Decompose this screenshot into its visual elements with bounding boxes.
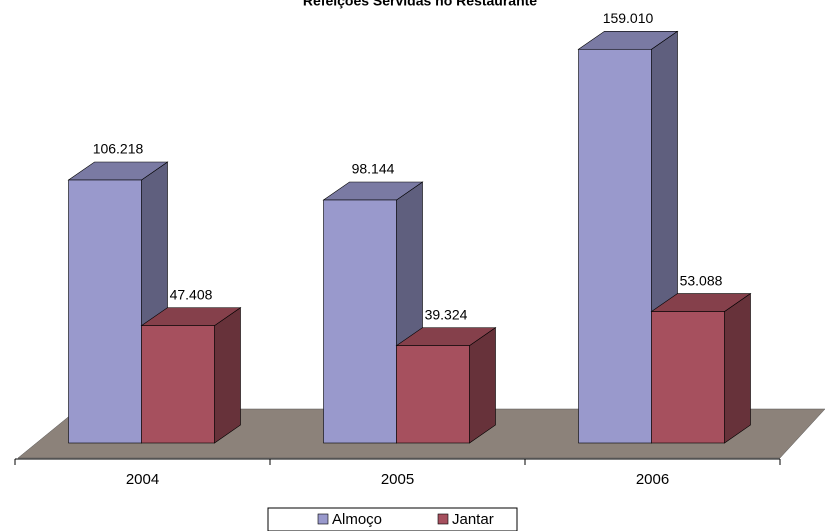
bar	[578, 48, 652, 444]
legend-swatch	[317, 513, 329, 525]
bar	[141, 325, 215, 444]
bar-side	[214, 307, 241, 444]
legend-swatch	[437, 513, 449, 525]
data-label: 47.408	[170, 286, 213, 302]
x-tick-label: 2004	[126, 471, 159, 488]
bar-side	[724, 292, 751, 444]
bar	[68, 179, 142, 444]
legend	[267, 507, 518, 531]
data-label: 159.010	[603, 10, 654, 26]
data-label: 39.324	[425, 306, 468, 322]
bar	[323, 199, 397, 444]
chart-title: Refeições Servidas no Restaurante	[303, 0, 537, 9]
data-label: 53.088	[680, 272, 723, 288]
bar-side	[469, 327, 496, 444]
data-label: 106.218	[93, 141, 144, 157]
x-tick-label: 2006	[636, 471, 669, 488]
x-tick-label: 2005	[381, 471, 414, 488]
bar	[396, 345, 470, 444]
data-label: 98.144	[352, 161, 395, 177]
legend-label: Almoço	[332, 511, 382, 528]
bar	[651, 311, 725, 444]
legend-label: Jantar	[452, 511, 494, 528]
